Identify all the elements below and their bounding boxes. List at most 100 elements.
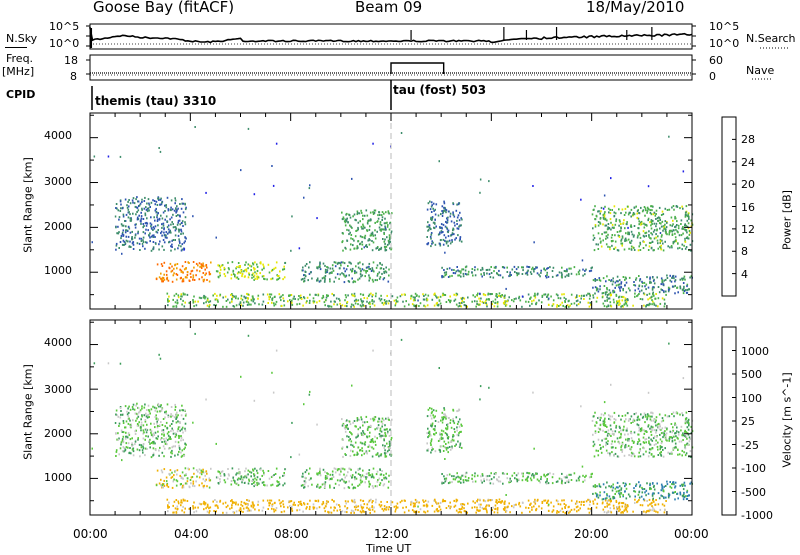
power-scatter-point (630, 226, 632, 228)
velocity-scatter-point (644, 421, 646, 423)
power-scatter-point (504, 295, 506, 297)
power-scatter-point (151, 202, 153, 204)
velocity-scatter-point (662, 417, 664, 419)
power-scatter-point (502, 277, 504, 279)
power-scatter-point (232, 271, 234, 273)
velocity-scatter-point (131, 445, 133, 447)
velocity-scatter-point (283, 472, 285, 474)
velocity-scatter-point (561, 473, 563, 475)
power-scatter-point (302, 267, 304, 269)
power-scatter-point (487, 294, 489, 296)
power-scatter-point (169, 218, 171, 220)
power-scatter-point (128, 199, 130, 201)
velocity-scatter-point (324, 486, 326, 488)
velocity-scatter-point (630, 422, 632, 424)
velocity-scatter-point (143, 431, 145, 433)
power-scatter-point (128, 226, 130, 228)
velocity-scatter-point (458, 410, 460, 412)
power-scatter-point (622, 305, 624, 307)
velocity-scatter-point (649, 428, 651, 430)
power-scatter-point (638, 275, 640, 277)
power-scatter-point (364, 215, 366, 217)
velocity-scatter-point (663, 456, 665, 458)
power-scatter-point (596, 289, 598, 291)
velocity-scatter-point (370, 499, 372, 501)
power-scatter-point (638, 245, 640, 247)
velocity-scatter-point (172, 505, 174, 507)
velocity-scatter-point (248, 483, 250, 485)
power-scatter-point (596, 301, 598, 303)
velocity-scatter-point (282, 484, 284, 486)
power-scatter-point (134, 224, 136, 226)
velocity-scatter-point (222, 503, 224, 505)
velocity-scatter-point (209, 479, 211, 481)
velocity-scatter-point (546, 478, 548, 480)
power-scatter-point (488, 299, 490, 301)
power-scatter-point (349, 225, 351, 227)
velocity-scatter-point (443, 407, 445, 409)
power-scatter-point (125, 231, 127, 233)
power-scatter-point (452, 232, 454, 234)
power-scatter-point (610, 212, 612, 214)
power-scatter-point (413, 299, 415, 301)
power-scatter-point (431, 201, 433, 203)
power-scatter-point (441, 210, 443, 212)
power-scatter-point (565, 276, 567, 278)
velocity-scatter-point (655, 420, 657, 422)
power-scatter-point (125, 242, 127, 244)
power-scatter-point (226, 300, 228, 302)
power-scatter-point (599, 285, 601, 287)
velocity-scatter-point (222, 512, 224, 514)
power-scatter-point (177, 299, 179, 301)
velocity-scatter-point (611, 451, 613, 453)
velocity-scatter-point (533, 505, 535, 507)
power-scatter-point (643, 241, 645, 243)
power-scatter-point (416, 294, 418, 296)
velocity-scatter-point (690, 450, 692, 452)
power-scatter-point (352, 215, 354, 217)
power-scatter-point (250, 304, 252, 306)
power-isolated-point (533, 241, 535, 243)
velocity-scatter-point (349, 421, 351, 423)
power-scatter-point (248, 302, 250, 304)
power-scatter-point (145, 213, 147, 215)
power-scatter-point (650, 242, 652, 244)
power-scatter-point (427, 221, 429, 223)
power-scatter-point (242, 299, 244, 301)
velocity-scatter-point (570, 474, 572, 476)
velocity-scatter-point (175, 436, 177, 438)
power-scatter-point (644, 227, 646, 229)
power-scatter-point (606, 235, 608, 237)
power-scatter-point (246, 270, 248, 272)
power-scatter-point (494, 302, 496, 304)
power-scatter-point (459, 212, 461, 214)
velocity-scatter-point (490, 499, 492, 501)
power-scatter-point (431, 219, 433, 221)
velocity-scatter-point (382, 423, 384, 425)
velocity-scatter-point (489, 475, 491, 477)
power-scatter-point (435, 244, 437, 246)
power-scatter-point (182, 243, 184, 245)
velocity-scatter-point (425, 500, 427, 502)
velocity-scatter-point (379, 478, 381, 480)
power-scatter-point (611, 245, 613, 247)
velocity-scatter-point (342, 468, 344, 470)
power-scatter-point (486, 305, 488, 307)
power-scatter-point (146, 203, 148, 205)
velocity-scatter-point (132, 449, 134, 451)
velocity-scatter-point (654, 429, 656, 431)
power-scatter-point (665, 279, 667, 281)
velocity-scatter-point (339, 474, 341, 476)
power-scatter-point (316, 280, 318, 282)
power-scatter-point (405, 300, 407, 302)
velocity-scatter-point (266, 485, 268, 487)
velocity-scatter-point (128, 452, 130, 454)
power-scatter-point (259, 272, 261, 274)
velocity-scatter-point (185, 467, 187, 469)
power-scatter-point (456, 266, 458, 268)
power-scatter-point (615, 224, 617, 226)
velocity-scatter-point (446, 433, 448, 435)
velocity-scatter-point (638, 438, 640, 440)
power-scatter-point (458, 203, 460, 205)
power-scatter-point (584, 270, 586, 272)
